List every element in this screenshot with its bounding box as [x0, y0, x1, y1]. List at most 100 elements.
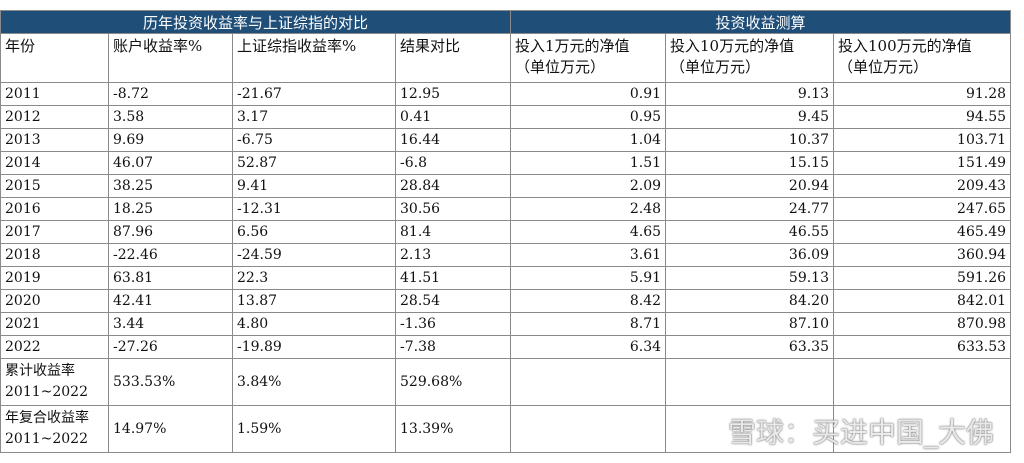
cell: 4.80	[232, 312, 396, 336]
cell: 2018	[0, 243, 109, 267]
cell: -1.36	[394, 312, 512, 336]
data-row: 2017 87.96 6.56 81.4 4.65 46.55 465.49	[0, 220, 1012, 244]
cell: 8.71	[510, 312, 667, 336]
cell: 42.41	[108, 289, 233, 313]
cell: -7.38	[394, 335, 512, 359]
column-header: 投入1万元的净值 （单位万元）	[510, 33, 667, 83]
cell: 9.69	[108, 128, 233, 152]
cell: 2011	[0, 82, 109, 106]
summary-value: 3.84%	[232, 358, 396, 406]
column-label: 结果对比	[400, 37, 461, 55]
cell: 84.20	[665, 289, 835, 313]
data-row: 2015 38.25 9.41 28.84 2.09 20.94 209.43	[0, 174, 1012, 198]
cell: 3.61	[510, 243, 667, 267]
cell: -24.59	[232, 243, 396, 267]
cell: -12.31	[232, 197, 396, 221]
column-header: 结果对比	[394, 33, 512, 83]
data-row: 2021 3.44 4.80 -1.36 8.71 87.10 870.98	[0, 312, 1012, 336]
summary-row: 年复合收益率2011~2022 14.97% 1.59% 13.39%	[0, 405, 1012, 453]
cell: 2.48	[510, 197, 667, 221]
cell: 63.35	[665, 335, 835, 359]
data-row: 2012 3.58 3.17 0.41 0.95 9.45 94.55	[0, 105, 1012, 129]
cell: 41.51	[394, 266, 512, 290]
cell: 15.15	[665, 151, 835, 175]
summary-value: 14.97%	[108, 405, 233, 453]
column-label: 账户收益率%	[113, 37, 203, 55]
cell: 9.45	[665, 105, 835, 129]
cell: 10.37	[665, 128, 835, 152]
data-row: 2022 -27.26 -19.89 -7.38 6.34 63.35 633.53	[0, 335, 1012, 359]
watermark: 雪球：买进中国_大佛	[727, 416, 994, 449]
summary-value: 533.53%	[108, 358, 233, 406]
column-header: 年份	[0, 33, 109, 83]
cell: 59.13	[665, 266, 835, 290]
summary-label: 累计收益率2011~2022	[0, 358, 109, 406]
column-header-row: 年份 账户收益率% 上证综指收益率% 结果对比 投入1万元的净值 （单位万元） 投入10万元…	[0, 33, 1012, 83]
cell: 9.41	[232, 174, 396, 198]
cell: 3.58	[108, 105, 233, 129]
right-title: 投资收益测算	[510, 10, 1012, 34]
column-header: 账户收益率%	[108, 33, 233, 83]
cell: 2015	[0, 174, 109, 198]
cell: 38.25	[108, 174, 233, 198]
cell: 2.09	[510, 174, 667, 198]
cell: 2019	[0, 266, 109, 290]
cell: 87.96	[108, 220, 233, 244]
cell: 2013	[0, 128, 109, 152]
column-label: 上证综指收益率%	[237, 37, 357, 55]
cell: 3.44	[108, 312, 233, 336]
cell: 2022	[0, 335, 109, 359]
cell: 0.95	[510, 105, 667, 129]
cell: -6.75	[232, 128, 396, 152]
summary-label: 年复合收益率2011~2022	[0, 405, 109, 453]
cell: 4.65	[510, 220, 667, 244]
cell: 3.17	[232, 105, 396, 129]
left-title: 历年投资收益率与上证综指的对比	[0, 10, 512, 34]
data-row: 2016 18.25 -12.31 30.56 2.48 24.77 247.65	[0, 197, 1012, 221]
cell: 0.41	[394, 105, 512, 129]
title-row: 历年投资收益率与上证综指的对比 投资收益测算	[0, 10, 1012, 34]
data-row: 2014 46.07 52.87 -6.8 1.51 15.15 151.49	[0, 151, 1012, 175]
column-label: 投入100万元的净值	[838, 37, 972, 55]
empty-cell	[833, 358, 1012, 406]
empty-cell	[510, 358, 667, 406]
cell: 6.56	[232, 220, 396, 244]
cell: 2020	[0, 289, 109, 313]
column-label: 投入1万元的净值	[515, 37, 630, 55]
data-row: 2018 -22.46 -24.59 2.13 3.61 36.09 360.94	[0, 243, 1012, 267]
cell: 20.94	[665, 174, 835, 198]
data-row: 2019 63.81 22.3 41.51 5.91 59.13 591.26	[0, 266, 1012, 290]
cell: 2017	[0, 220, 109, 244]
cell: 5.91	[510, 266, 667, 290]
cell: 13.87	[232, 289, 396, 313]
cell: 52.87	[232, 151, 396, 175]
cell: 12.95	[394, 82, 512, 106]
cell: 30.56	[394, 197, 512, 221]
summary-value: 529.68%	[394, 358, 512, 406]
cell: -19.89	[232, 335, 396, 359]
cell: 2012	[0, 105, 109, 129]
cell: 9.13	[665, 82, 835, 106]
column-header: 投入10万元的净值 （单位万元）	[665, 33, 835, 83]
cell: 22.3	[232, 266, 396, 290]
cell: 2016	[0, 197, 109, 221]
cell: 0.91	[510, 82, 667, 106]
cell: 63.81	[108, 266, 233, 290]
column-header: 投入100万元的净值 （单位万元）	[833, 33, 1012, 83]
cell: -27.26	[108, 335, 233, 359]
cell: 28.54	[394, 289, 512, 313]
cell: 91.28	[833, 82, 1012, 106]
cell: 46.55	[665, 220, 835, 244]
cell: 2014	[0, 151, 109, 175]
unit-note: （单位万元）	[515, 58, 606, 76]
cell: 842.01	[833, 289, 1012, 313]
unit-note: （单位万元）	[838, 58, 929, 76]
cell: 24.77	[665, 197, 835, 221]
unit-note: （单位万元）	[670, 58, 761, 76]
column-header: 上证综指收益率%	[232, 33, 396, 83]
cell: 46.07	[108, 151, 233, 175]
cell: 16.44	[394, 128, 512, 152]
cell: 8.42	[510, 289, 667, 313]
cell: 2.13	[394, 243, 512, 267]
